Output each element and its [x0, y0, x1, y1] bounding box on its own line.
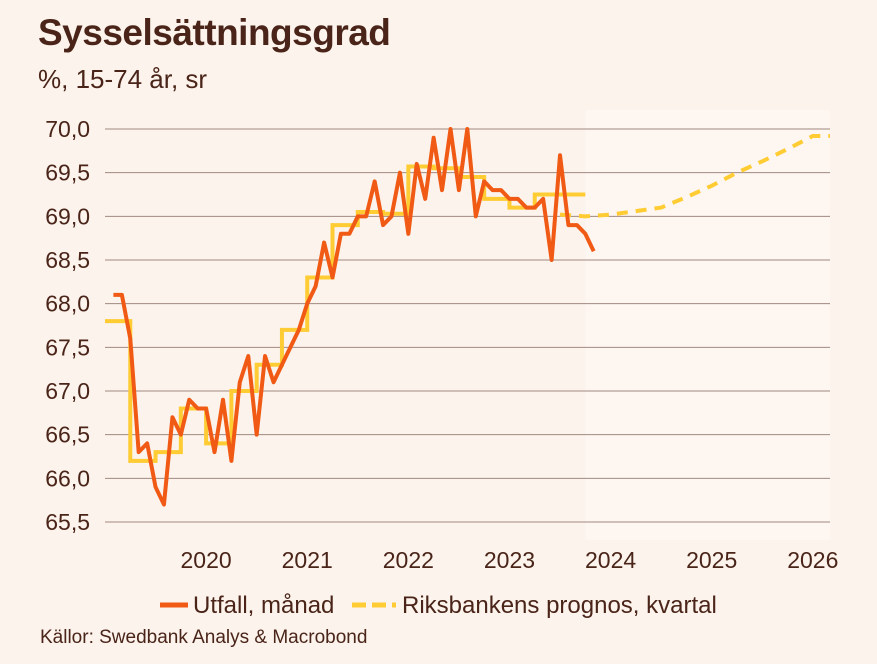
- source-note: Källor: Swedbank Analys & Macrobond: [40, 627, 368, 648]
- y-tick-label: 67,0: [45, 378, 90, 404]
- legend-label-outcome: Utfall, månad: [193, 592, 334, 619]
- legend-label-forecast: Riksbankens prognos, kvartal: [402, 592, 717, 619]
- forecast-period-shade: [585, 110, 830, 540]
- series-lines: [105, 127, 830, 507]
- x-axis-tick-labels: 2020 2021 2022 2023 2024 2025 2026: [181, 547, 839, 573]
- y-tick-label: 66,5: [45, 422, 90, 448]
- y-tick-label: 67,5: [45, 334, 90, 360]
- x-tick-label: 2020: [181, 547, 232, 573]
- y-tick-label: 66,0: [45, 465, 90, 491]
- y-tick-label: 69,0: [45, 203, 90, 229]
- x-tick-label: 2025: [686, 547, 737, 573]
- y-axis-tick-labels: 70,0 69,5 69,0 68,5 68,0 67,5 67,0 66,5 66,0 65,5: [45, 116, 90, 535]
- y-tick-label: 65,5: [45, 509, 90, 535]
- y-tick-label: 69,5: [45, 160, 90, 186]
- chart-title: Sysselsättningsgrad: [38, 12, 391, 53]
- x-tick-label: 2021: [282, 547, 333, 573]
- series-outcome-line: [113, 127, 596, 507]
- y-tick-label: 68,5: [45, 247, 90, 273]
- x-tick-label: 2026: [787, 547, 838, 573]
- series-forecast-solid-line: [105, 164, 586, 463]
- x-tick-label: 2022: [383, 547, 434, 573]
- legend: Utfall, månad Riksbankens prognos, kvarta…: [160, 592, 717, 619]
- chart-subtitle: %, 15-74 år, sr: [38, 64, 208, 94]
- y-tick-label: 68,0: [45, 291, 90, 317]
- x-tick-label: 2023: [484, 547, 535, 573]
- series-forecast-dashed-line: [559, 133, 830, 219]
- x-tick-label: 2024: [585, 547, 636, 573]
- y-tick-label: 70,0: [45, 116, 90, 142]
